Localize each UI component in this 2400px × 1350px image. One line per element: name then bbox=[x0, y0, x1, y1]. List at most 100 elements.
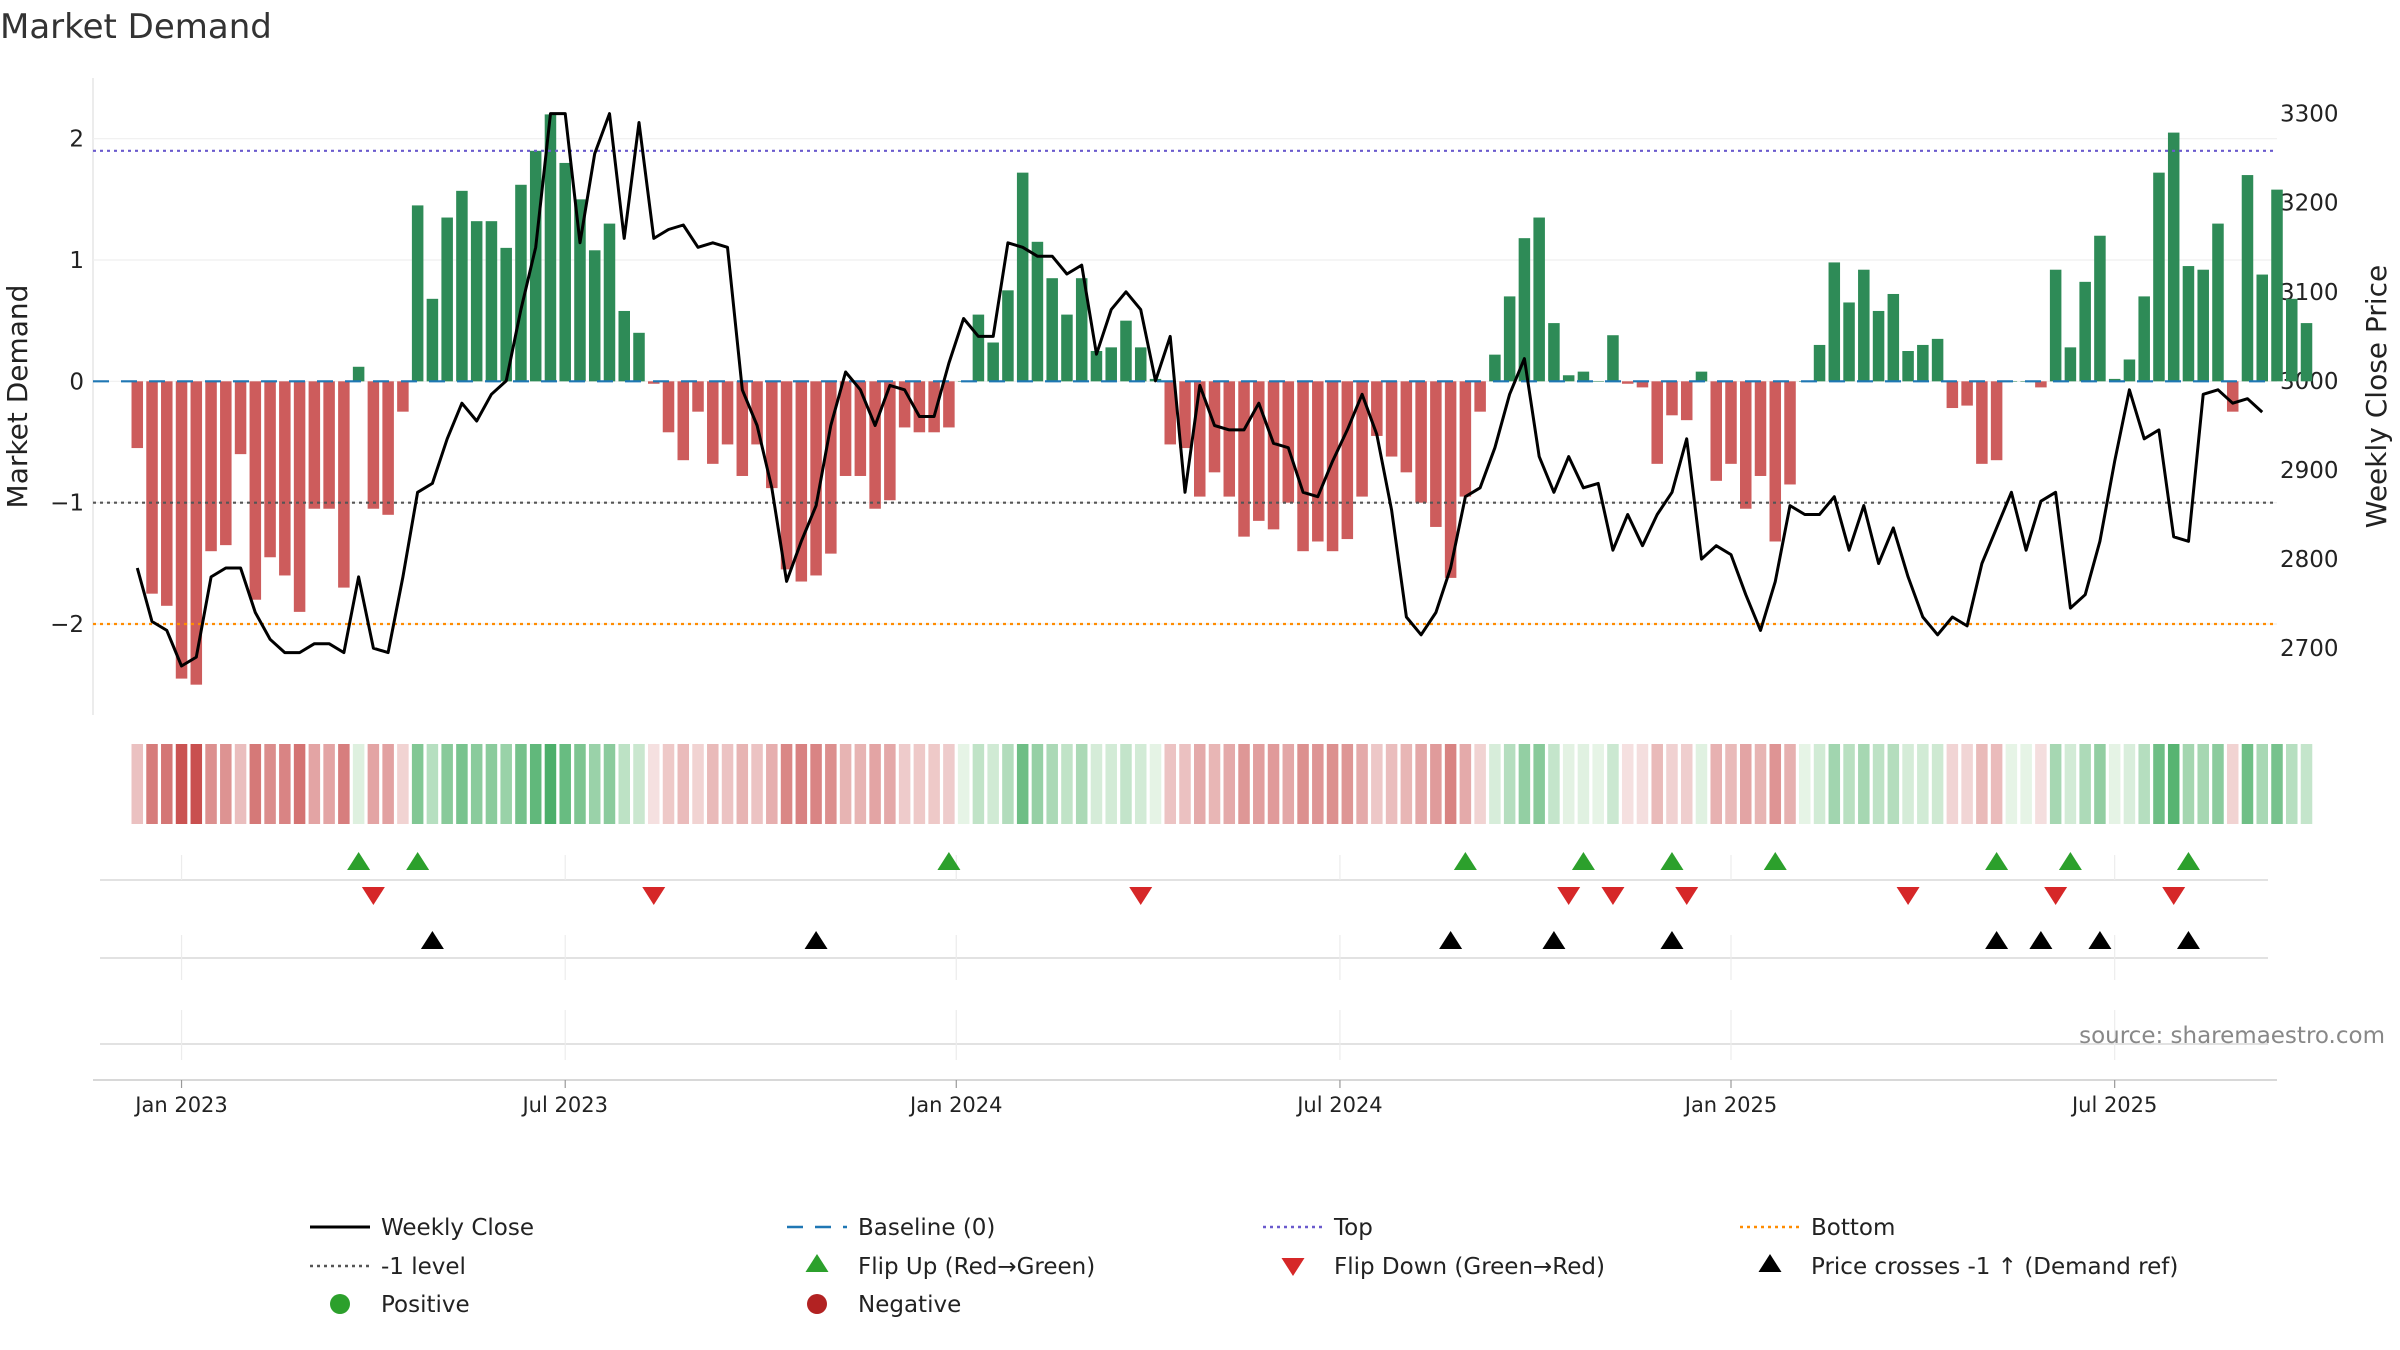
flip-down-marker bbox=[2162, 887, 2186, 905]
heat-strip-cell bbox=[810, 744, 822, 824]
negative-demand-bar bbox=[825, 381, 837, 554]
heat-strip-cell bbox=[1931, 744, 1944, 824]
heat-strip-cell bbox=[1858, 744, 1870, 824]
heat-strip-cell bbox=[1016, 744, 1029, 824]
heat-strip-cell bbox=[736, 744, 749, 824]
legend-label: Weekly Close bbox=[381, 1215, 534, 1241]
positive-demand-bar bbox=[1887, 293, 1900, 382]
negative-demand-bar bbox=[751, 381, 763, 445]
flip-up-marker bbox=[1453, 852, 1477, 870]
heat-strip-cell bbox=[574, 744, 586, 824]
negative-demand-bar bbox=[1223, 381, 1236, 497]
heat-strip-cell bbox=[2094, 744, 2106, 824]
legend: Weekly Close Baseline (0) Top Bottom -1 leve… bbox=[310, 1215, 2178, 1318]
heat-strip-cell bbox=[1385, 744, 1398, 824]
positive-demand-bar bbox=[1503, 296, 1516, 382]
heat-strip-cell bbox=[529, 744, 542, 824]
positive-demand-bar bbox=[1489, 354, 1501, 382]
negative-demand-bar bbox=[1341, 381, 1354, 540]
heat-strip-cell bbox=[957, 744, 970, 824]
heat-strip-cell bbox=[2064, 744, 2077, 824]
positive-demand-bar bbox=[1872, 310, 1885, 382]
heat-strip-cell bbox=[1134, 744, 1147, 824]
price-cross-marker bbox=[2029, 931, 2053, 949]
positive-demand-bar bbox=[1134, 347, 1147, 382]
flip-down-marker bbox=[642, 887, 666, 905]
heat-strip-cell bbox=[839, 744, 852, 824]
negative-demand-bar bbox=[1680, 381, 1693, 421]
heat-strip-cell bbox=[1400, 744, 1413, 824]
positive-demand-bar bbox=[1695, 371, 1708, 382]
y-left-tick-label: −1 bbox=[50, 491, 84, 517]
heat-strip-cell bbox=[426, 744, 439, 824]
negative-demand-bar bbox=[854, 381, 867, 476]
heat-strip-cell bbox=[1356, 744, 1368, 824]
heat-strip-cell bbox=[1518, 744, 1531, 824]
positive-demand-bar bbox=[1607, 335, 1619, 382]
heat-strip-cell bbox=[2271, 744, 2283, 824]
heat-strip-cell bbox=[2197, 744, 2209, 824]
heat-strip-cell bbox=[1872, 744, 1885, 824]
heat-strip-cell bbox=[884, 744, 896, 824]
legend-label: Bottom bbox=[1811, 1215, 1895, 1241]
negative-demand-bar bbox=[131, 381, 144, 449]
heat-strip-cell bbox=[1917, 744, 1929, 824]
negative-demand-bar bbox=[2035, 381, 2047, 388]
heat-strip-cell bbox=[1002, 744, 1014, 824]
heat-strip-cell bbox=[633, 744, 645, 824]
heat-strip-cell bbox=[780, 744, 793, 824]
negative-demand-bar bbox=[161, 381, 173, 606]
negative-demand-bar bbox=[249, 381, 262, 600]
negative-demand-bar bbox=[1769, 381, 1782, 542]
heat-strip-cell bbox=[1238, 744, 1250, 824]
heat-strip-cell bbox=[264, 744, 276, 824]
heat-strip-cell bbox=[559, 744, 571, 824]
negative-demand-bar bbox=[1312, 381, 1324, 542]
negative-demand-bar bbox=[205, 381, 217, 552]
main-panel: 210−1−23300320031003000290028002700Marke… bbox=[1, 78, 2393, 715]
heat-strip-cell bbox=[1208, 744, 1221, 824]
positive-demand-bar bbox=[500, 247, 512, 382]
heat-strip-cell bbox=[1282, 744, 1295, 824]
heat-strip-cell bbox=[1902, 744, 1914, 824]
positive-demand-bar bbox=[2300, 323, 2313, 382]
positive-demand-bar bbox=[1090, 351, 1103, 382]
heat-strip-cell bbox=[279, 744, 291, 824]
x-tick-label: Jan 2023 bbox=[133, 1093, 228, 1117]
negative-demand-bar bbox=[1415, 381, 1427, 503]
heat-strip-cell bbox=[441, 744, 453, 824]
negative-demand-bar bbox=[1621, 381, 1634, 384]
negative-demand-bar bbox=[1179, 381, 1191, 449]
legend-label: Baseline (0) bbox=[858, 1215, 995, 1241]
heat-strip-cell bbox=[825, 744, 837, 824]
legend-swatch-dot bbox=[807, 1294, 827, 1314]
legend-label: Flip Down (Green→Red) bbox=[1334, 1254, 1605, 1280]
heat-strip-cell bbox=[1621, 744, 1634, 824]
positive-demand-bar bbox=[2138, 296, 2150, 382]
price-cross-marker bbox=[1985, 931, 2009, 949]
heat-strip-cell bbox=[588, 744, 601, 824]
heat-strip-cell bbox=[293, 744, 306, 824]
negative-demand-bar bbox=[721, 381, 734, 445]
negative-demand-bar bbox=[898, 381, 911, 428]
y-right-tick-label: 2900 bbox=[2280, 458, 2339, 484]
positive-demand-bar bbox=[2153, 172, 2165, 382]
positive-demand-bar bbox=[2094, 235, 2106, 382]
positive-demand-bar bbox=[2271, 189, 2283, 382]
positive-demand-bar bbox=[1917, 344, 1929, 382]
negative-demand-bar bbox=[234, 381, 247, 455]
heat-strip-cell bbox=[485, 744, 498, 824]
positive-demand-bar bbox=[352, 366, 365, 382]
heat-strip-cell bbox=[500, 744, 512, 824]
negative-demand-bar bbox=[1976, 381, 1988, 464]
negative-demand-bar bbox=[1636, 381, 1649, 388]
positive-demand-bar bbox=[1016, 172, 1029, 382]
heat-strip-cell bbox=[1533, 744, 1545, 824]
demand-heat-strip bbox=[131, 744, 2313, 824]
heat-strip-cell bbox=[2153, 744, 2165, 824]
heat-strip-cell bbox=[987, 744, 999, 824]
positive-demand-bar bbox=[2123, 359, 2136, 382]
heat-strip-cell bbox=[1031, 744, 1044, 824]
heat-strip-cell bbox=[1799, 744, 1811, 824]
heat-strip-cell bbox=[1651, 744, 1663, 824]
